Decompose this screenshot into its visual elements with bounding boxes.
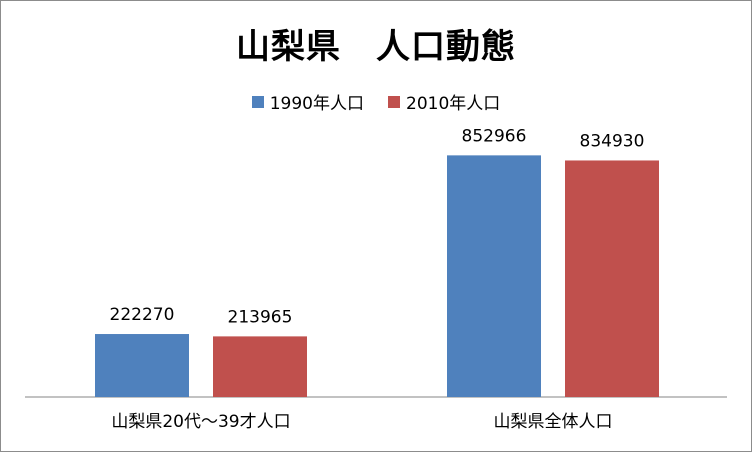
legend-swatch-1990 bbox=[251, 95, 264, 108]
legend-label-1990: 1990年人口 bbox=[269, 94, 364, 114]
legend-label-2010: 2010年人口 bbox=[406, 94, 501, 114]
chart-legend: 1990年人口 2010年人口 bbox=[1, 89, 751, 114]
data-label-1990-1: 852966 bbox=[462, 126, 527, 146]
data-label-1990-0: 222270 bbox=[110, 305, 175, 325]
data-label-2010-1: 834930 bbox=[580, 131, 645, 151]
x-tick-label-0: 山梨県20代～39才人口 bbox=[111, 412, 290, 432]
data-label-2010-0: 213965 bbox=[228, 307, 293, 327]
bar-2010-0 bbox=[213, 336, 307, 397]
bar-1990-0 bbox=[95, 334, 189, 397]
bar-1990-1 bbox=[447, 155, 541, 397]
legend-swatch-2010 bbox=[388, 95, 400, 108]
x-tick-label-1: 山梨県全体人口 bbox=[494, 412, 613, 432]
chart-title: 山梨県 人口動態 bbox=[236, 27, 516, 67]
bar-2010-1 bbox=[565, 160, 659, 397]
legend-item-1990: 1990年人口 bbox=[251, 89, 364, 114]
legend-item-2010: 2010年人口 bbox=[388, 89, 500, 114]
